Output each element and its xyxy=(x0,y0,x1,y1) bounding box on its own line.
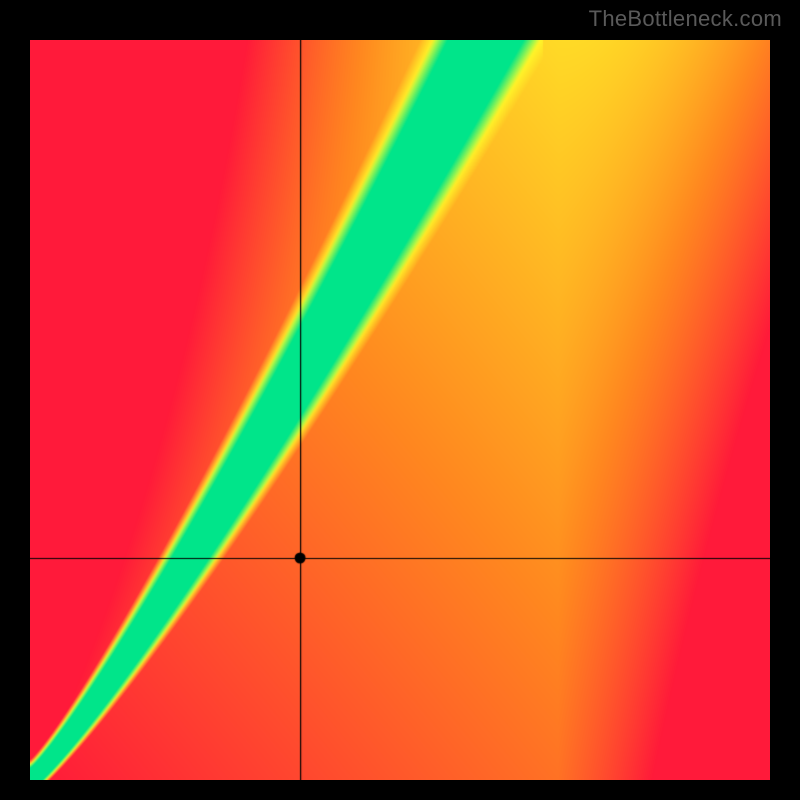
heatmap-plot xyxy=(30,40,770,780)
site-watermark: TheBottleneck.com xyxy=(589,6,782,32)
heatmap-canvas xyxy=(30,40,770,780)
